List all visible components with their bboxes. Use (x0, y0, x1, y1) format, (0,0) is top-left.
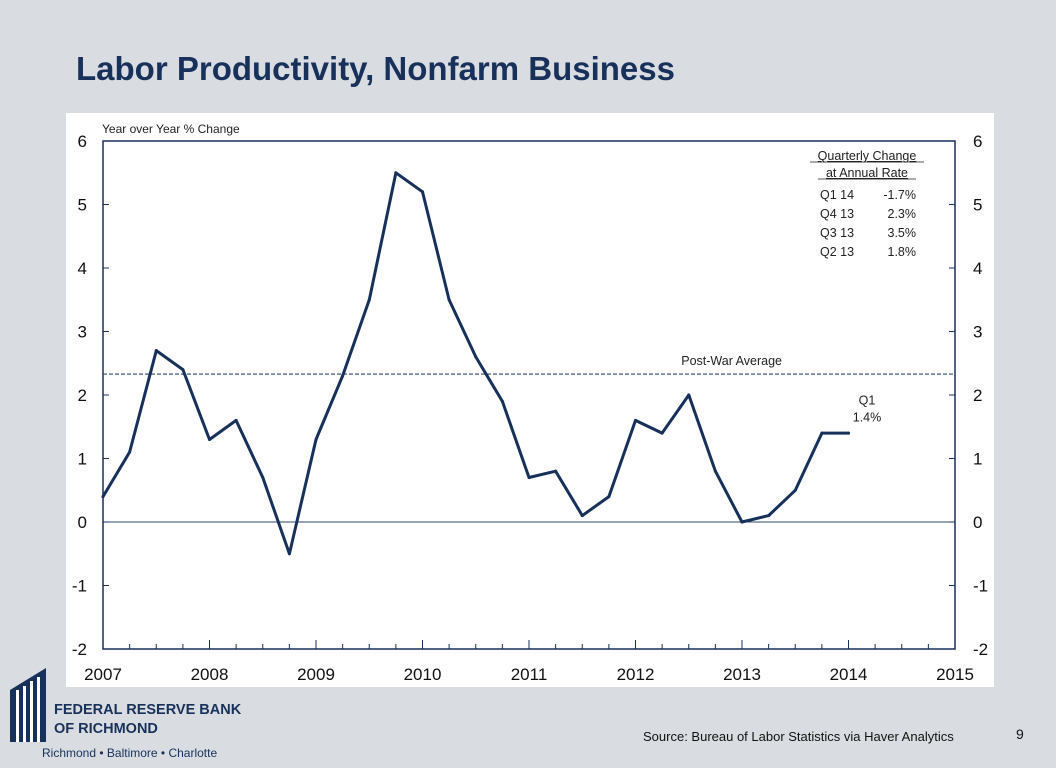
data-point (847, 431, 850, 435)
logo-name: FEDERAL RESERVE BANK OF RICHMOND (54, 701, 241, 739)
data-point (500, 399, 504, 403)
y-tick-label-right: -1 (973, 577, 988, 596)
data-point (634, 418, 637, 422)
x-tick-label: 2012 (617, 665, 655, 684)
data-point (234, 418, 238, 422)
data-point (208, 437, 211, 441)
data-point (128, 450, 132, 454)
inset-row-quarter: Q3 13 (820, 226, 854, 240)
data-point (367, 298, 371, 302)
data-point (154, 349, 158, 353)
y-tick-label-left: -1 (72, 577, 87, 596)
building-columns-icon (10, 668, 46, 742)
post-war-average-label: Post-War Average (681, 354, 782, 368)
data-point (447, 298, 451, 302)
data-point (181, 368, 185, 372)
x-tick-label: 2010 (404, 665, 442, 684)
inset-row-value: 1.8% (888, 245, 917, 259)
data-point (287, 552, 291, 556)
data-point (607, 495, 611, 499)
y-tick-label-left: 4 (78, 259, 87, 278)
inset-row-quarter: Q1 14 (820, 188, 854, 202)
x-tick-label: 2007 (84, 665, 122, 684)
frb-richmond-logo: FEDERAL RESERVE BANK OF RICHMOND Richmon… (8, 664, 241, 764)
logo-line1: FEDERAL RESERVE BANK (54, 702, 242, 718)
x-tick-label: 2015 (936, 665, 974, 684)
page-number: 9 (1016, 726, 1024, 742)
data-point (740, 520, 744, 524)
y-tick-label-right: 4 (973, 259, 982, 278)
data-point (660, 431, 664, 435)
inset-row-value: -1.7% (883, 188, 916, 202)
inset-title-line1: Quarterly Change (818, 149, 917, 163)
inset-title-line2: at Annual Rate (826, 166, 908, 180)
annotation-quarter: Q1 (859, 394, 876, 408)
data-point (341, 374, 345, 378)
y-tick-label-right: 0 (973, 513, 982, 532)
y-tick-label-left: 3 (78, 323, 87, 342)
x-tick-label: 2008 (191, 665, 229, 684)
data-point (580, 514, 584, 518)
data-point (793, 488, 797, 492)
y-tick-label-right: -2 (973, 640, 988, 659)
x-tick-label: 2011 (511, 665, 548, 684)
inset-row-value: 2.3% (888, 207, 917, 221)
data-point (474, 355, 478, 359)
data-point (687, 393, 691, 397)
data-point (554, 469, 558, 473)
inset-row-value: 3.5% (888, 226, 917, 240)
chart-panel: -2 -2 -1 -1 0 0 1 1 2 2 3 3 4 4 5 5 6 6 2007 2008 2009 2010 20… (66, 113, 994, 687)
x-tick-label: 2009 (297, 665, 335, 684)
data-point (767, 514, 771, 518)
annotation-value: 1.4% (853, 411, 882, 425)
y-tick-label-left: -2 (72, 640, 87, 659)
y-tick-label-right: 5 (973, 196, 982, 215)
y-tick-label-left: 1 (78, 450, 87, 469)
data-point (261, 476, 265, 480)
y-tick-label-right: 3 (973, 323, 982, 342)
data-point (421, 190, 424, 194)
y-tick-label-left: 0 (78, 513, 87, 532)
logo-line2: OF RICHMOND (54, 721, 158, 737)
x-tick-label: 2014 (830, 665, 868, 684)
y-tick-label-right: 2 (973, 386, 982, 405)
y-tick-label-right: 1 (973, 450, 982, 469)
y-axis-label: Year over Year % Change (102, 122, 240, 136)
y-tick-label-right: 6 (973, 132, 982, 151)
data-point (101, 495, 105, 499)
data-point (314, 437, 318, 441)
y-tick-label-left: 2 (78, 386, 87, 405)
source-note: Source: Bureau of Labor Statistics via H… (643, 729, 954, 744)
logo-cities: Richmond • Baltimore • Charlotte (42, 746, 218, 760)
x-tick-label: 2013 (723, 665, 761, 684)
y-tick-label-left: 5 (78, 196, 87, 215)
y-tick-label-left: 6 (78, 132, 87, 151)
data-point (394, 171, 398, 175)
data-point (713, 469, 717, 473)
inset-row-quarter: Q4 13 (820, 207, 854, 221)
data-point (527, 476, 531, 480)
slide-title: Labor Productivity, Nonfarm Business (76, 50, 675, 87)
data-point (820, 431, 824, 435)
inset-row-quarter: Q2 13 (820, 245, 854, 259)
productivity-line-chart: -2 -2 -1 -1 0 0 1 1 2 2 3 3 4 4 5 5 6 6 2007 2008 2009 2010 20… (72, 122, 988, 684)
